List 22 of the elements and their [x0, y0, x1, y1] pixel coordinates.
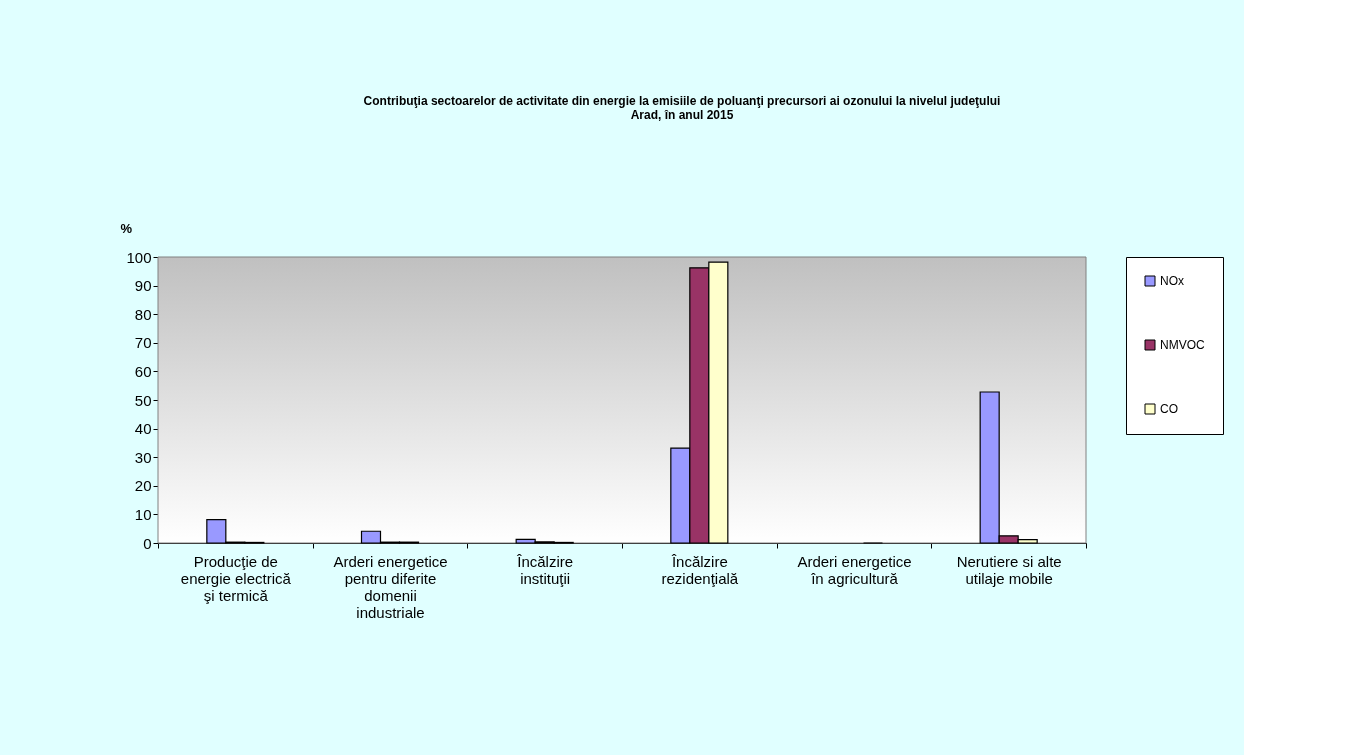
y-tick-label: 80: [134, 305, 152, 323]
x-tick-label: Arderi energetice în agricultură: [797, 552, 912, 587]
x-tick-label: Încălzire rezidenţială: [661, 552, 739, 587]
y-tick-label: 70: [134, 334, 152, 352]
y-tick-label: 30: [134, 448, 152, 466]
y-tick-label: 20: [134, 477, 152, 495]
y-tick-label: 90: [134, 277, 152, 295]
x-tick-label: Arderi energetice pentru diferite domenii industriale: [333, 552, 448, 621]
x-tick-label: Nerutiere si alte utilaje mobile: [956, 552, 1062, 587]
y-axis-title: %: [120, 220, 133, 236]
y-tick-label: 40: [134, 420, 152, 438]
x-tick-label: Producţie de energie electrică şi termică: [180, 552, 292, 604]
chart-title: Contribuţia sectoarelor de activitate din energie la emisiile de poluanţi precursori ai ozonului la nivelul judeţului Arad, în anul 2015: [363, 94, 1001, 122]
y-tick-label: 60: [134, 362, 152, 380]
y-tick-label: 100: [126, 248, 152, 266]
y-tick-label: 10: [134, 505, 152, 523]
legend-label: NMVOC: [1160, 338, 1205, 352]
legend-label: CO: [1160, 402, 1178, 416]
x-tick-label: Încălzire instituţii: [516, 552, 574, 587]
y-tick-label: 0: [143, 534, 152, 552]
legend-label: NOx: [1160, 274, 1184, 288]
y-tick-label: 50: [134, 391, 152, 409]
